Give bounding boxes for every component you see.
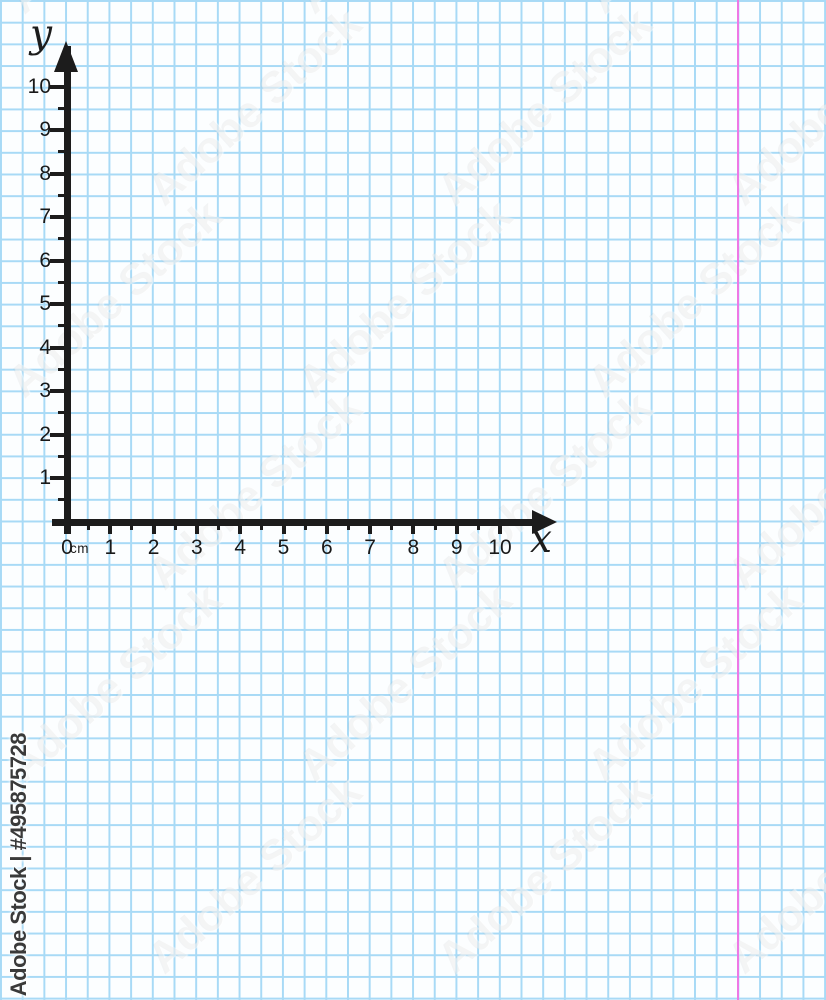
x-tick-mark [498,519,502,534]
x-tick-label: 6 [320,536,333,559]
y-tick-mark [50,84,70,89]
x-tick-label: 1 [104,536,117,559]
y-minor-tick-mark [58,411,70,415]
y-tick-label: 6 [39,248,51,272]
notebook-margin-line [736,0,739,1000]
x-minor-tick-mark [346,519,350,530]
y-axis-line [63,46,71,534]
x-tick-mark [411,519,416,534]
y-minor-tick-mark [58,237,70,241]
y-minor-tick-mark [58,498,70,502]
x-tick-mark [108,519,113,534]
y-tick-mark [50,302,70,306]
y-tick-label: 9 [39,118,51,141]
y-tick-mark [50,345,70,350]
x-tick-label: 4 [234,536,247,559]
x-tick-mark [324,519,329,534]
x-minor-tick-mark [130,519,134,530]
y-tick-label: 5 [39,292,51,315]
y-tick-mark [50,258,70,263]
y-tick-mark [50,432,70,437]
y-tick-mark [50,215,70,219]
x-minor-tick-mark [303,519,307,530]
x-minor-tick-mark [390,519,394,530]
y-tick-mark [50,171,70,176]
unit-label-cm: cm [70,541,89,556]
y-tick-label: 3 [39,379,51,402]
y-minor-tick-mark [58,193,70,197]
y-tick-label: 1 [39,466,51,489]
y-tick-label: 8 [39,161,51,185]
x-minor-tick-mark [217,519,221,530]
x-tick-mark [151,519,156,534]
x-tick-label: 2 [147,536,160,559]
x-tick-label: 9 [450,536,463,559]
stock-id-watermark: Adobe Stock | #495875728 [6,732,31,996]
x-minor-tick-mark [260,519,264,530]
y-tick-label: 4 [39,335,51,359]
x-axis-arrow-icon [532,510,557,534]
x-axis-label: x [530,517,552,562]
x-tick-label: 8 [407,536,420,559]
y-minor-tick-mark [58,106,70,110]
x-tick-mark [194,519,199,534]
y-tick-label: 7 [39,205,51,228]
x-axis-line [52,519,534,526]
x-tick-mark [454,519,459,534]
y-axis-label: y [30,12,53,57]
x-tick-label: 7 [364,536,376,559]
y-axis-arrow-icon [54,41,78,72]
x-tick-mark [238,519,243,534]
x-tick-label: 10 [488,536,512,559]
y-minor-tick-mark [58,324,70,328]
x-minor-tick-mark [173,519,177,530]
y-tick-mark [50,476,70,480]
x-minor-tick-mark [433,519,437,530]
y-minor-tick-mark [58,150,70,154]
y-minor-tick-mark [58,280,70,284]
y-tick-label: 10 [27,74,51,98]
x-tick-label: 3 [191,536,203,559]
x-tick-mark [281,519,286,534]
x-tick-label: 0 [61,536,73,559]
x-minor-tick-mark [87,519,91,530]
x-tick-mark [368,519,373,534]
x-minor-tick-mark [476,519,480,530]
x-tick-label: 5 [277,536,290,559]
y-minor-tick-mark [58,454,70,458]
y-tick-mark [50,389,70,393]
y-tick-label: 2 [39,422,51,446]
y-tick-mark [50,128,70,132]
y-minor-tick-mark [58,367,70,371]
